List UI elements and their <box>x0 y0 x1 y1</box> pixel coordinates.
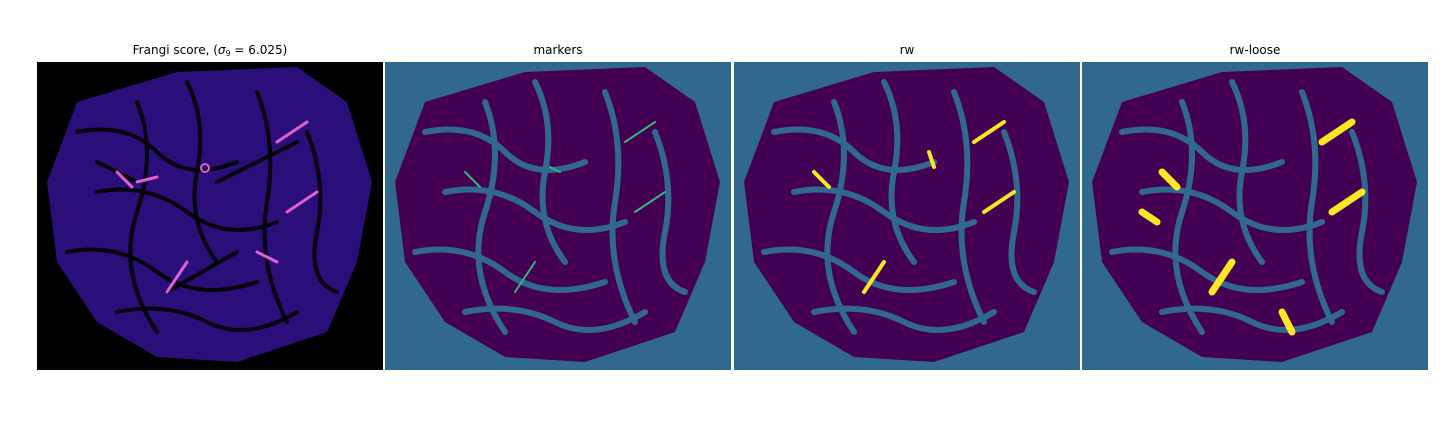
markers-image <box>385 62 731 370</box>
panel-rw-loose: rw-loose <box>1082 0 1428 432</box>
panel-title-markers: markers <box>533 43 583 57</box>
panel-markers: markers <box>385 0 731 432</box>
panel-rw: rw <box>734 0 1080 432</box>
rw-image <box>734 62 1080 370</box>
frangi-score-image <box>37 62 383 370</box>
panel-title-rw: rw <box>899 43 915 57</box>
panel-title-rw-loose: rw-loose <box>1229 43 1281 57</box>
rw-loose-image <box>1082 62 1428 370</box>
panel-frangi: Frangi score, (σ9 = 6.025) <box>37 0 383 432</box>
panel-title-frangi: Frangi score, (σ9 = 6.025) <box>132 43 288 58</box>
